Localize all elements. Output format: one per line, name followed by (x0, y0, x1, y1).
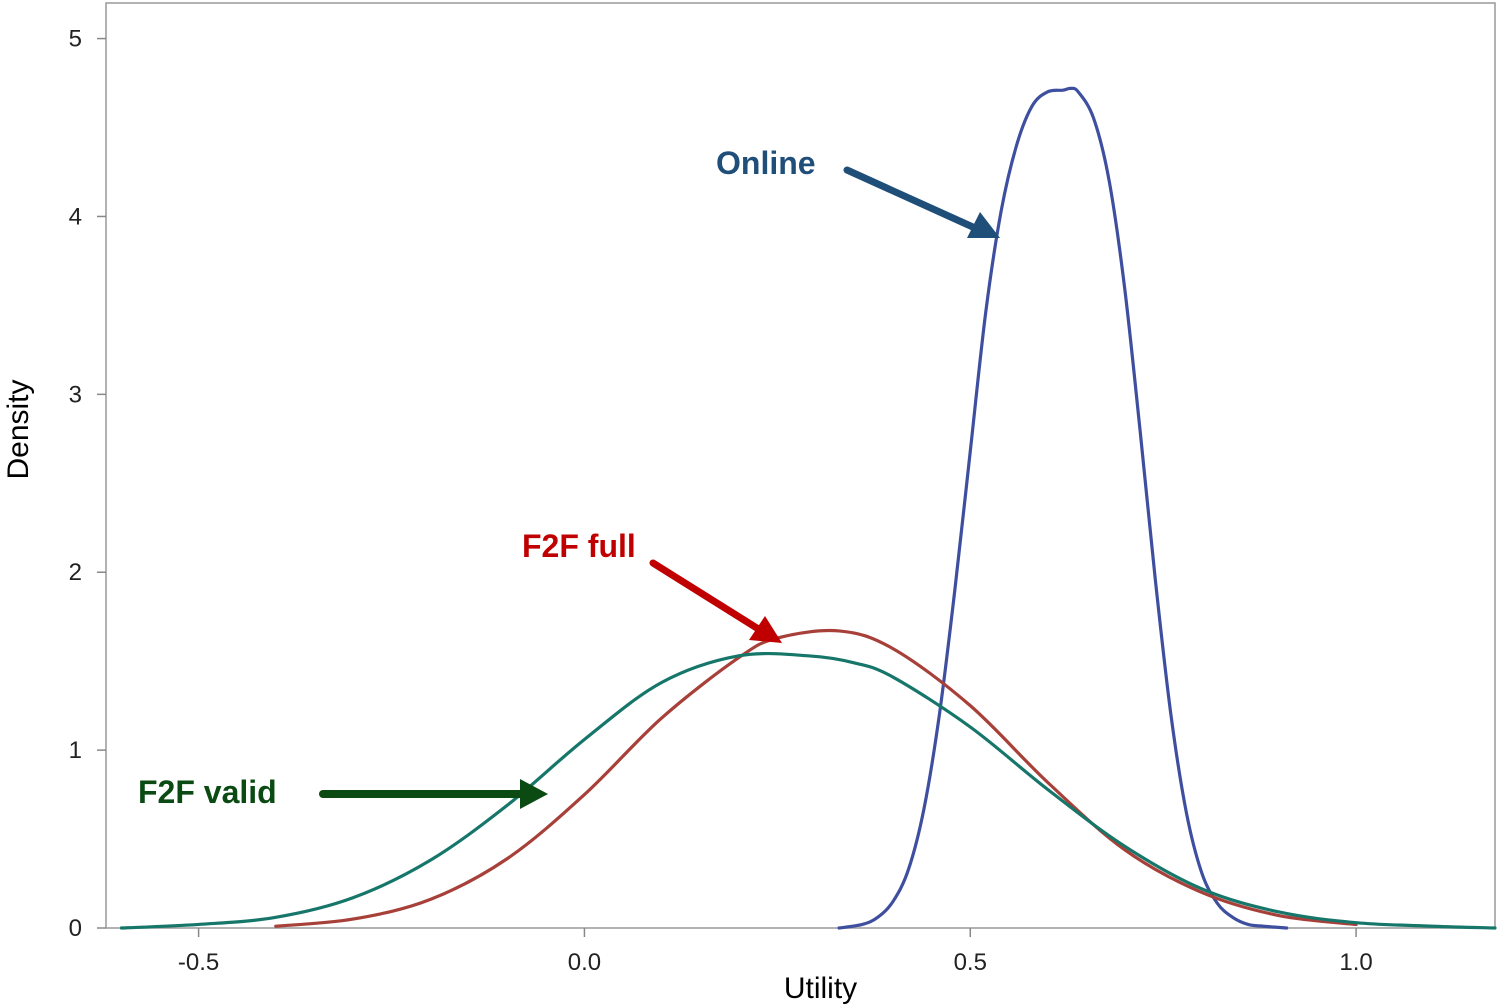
annotation-online-arrowhead (967, 212, 1000, 238)
y-tick-label: 5 (69, 26, 82, 53)
x-tick-label: 1.0 (1339, 949, 1372, 976)
x-axis-title: Utility (784, 972, 857, 1005)
density-curves (119, 86, 1497, 930)
y-tick-label: 3 (69, 381, 82, 408)
series-line-f2f-full (274, 628, 1358, 928)
annotation-f2f-valid-arrowhead (520, 779, 548, 809)
y-axis-title: Density (2, 379, 35, 479)
series-line-f2f-valid (119, 651, 1497, 930)
annotation-f2f-full-label: F2F full (522, 528, 636, 564)
annotation-f2f-valid-label: F2F valid (138, 774, 277, 810)
plot-frame (105, 2, 1496, 929)
x-tick-label: 0.5 (954, 949, 987, 976)
y-tick-label: 4 (69, 203, 82, 230)
annotation-online-arrow-shaft (843, 166, 979, 232)
x-tick-label: -0.5 (178, 949, 219, 976)
annotation-f2f-full-arrow-shaft (649, 559, 764, 634)
annotations: Online F2F full F2F valid (138, 145, 1000, 810)
axes: -0.5 0.0 0.5 1.0 0 1 2 3 4 5 Utility Density (2, 26, 1373, 1005)
annotation-f2f-full-arrowhead (749, 616, 782, 643)
series-line-online (837, 86, 1289, 930)
x-tick-label: 0.0 (568, 949, 601, 976)
y-tick-label: 0 (69, 915, 82, 942)
y-tick-label: 2 (69, 559, 82, 586)
annotation-online-label: Online (716, 145, 816, 181)
y-tick-label: 1 (69, 737, 82, 764)
